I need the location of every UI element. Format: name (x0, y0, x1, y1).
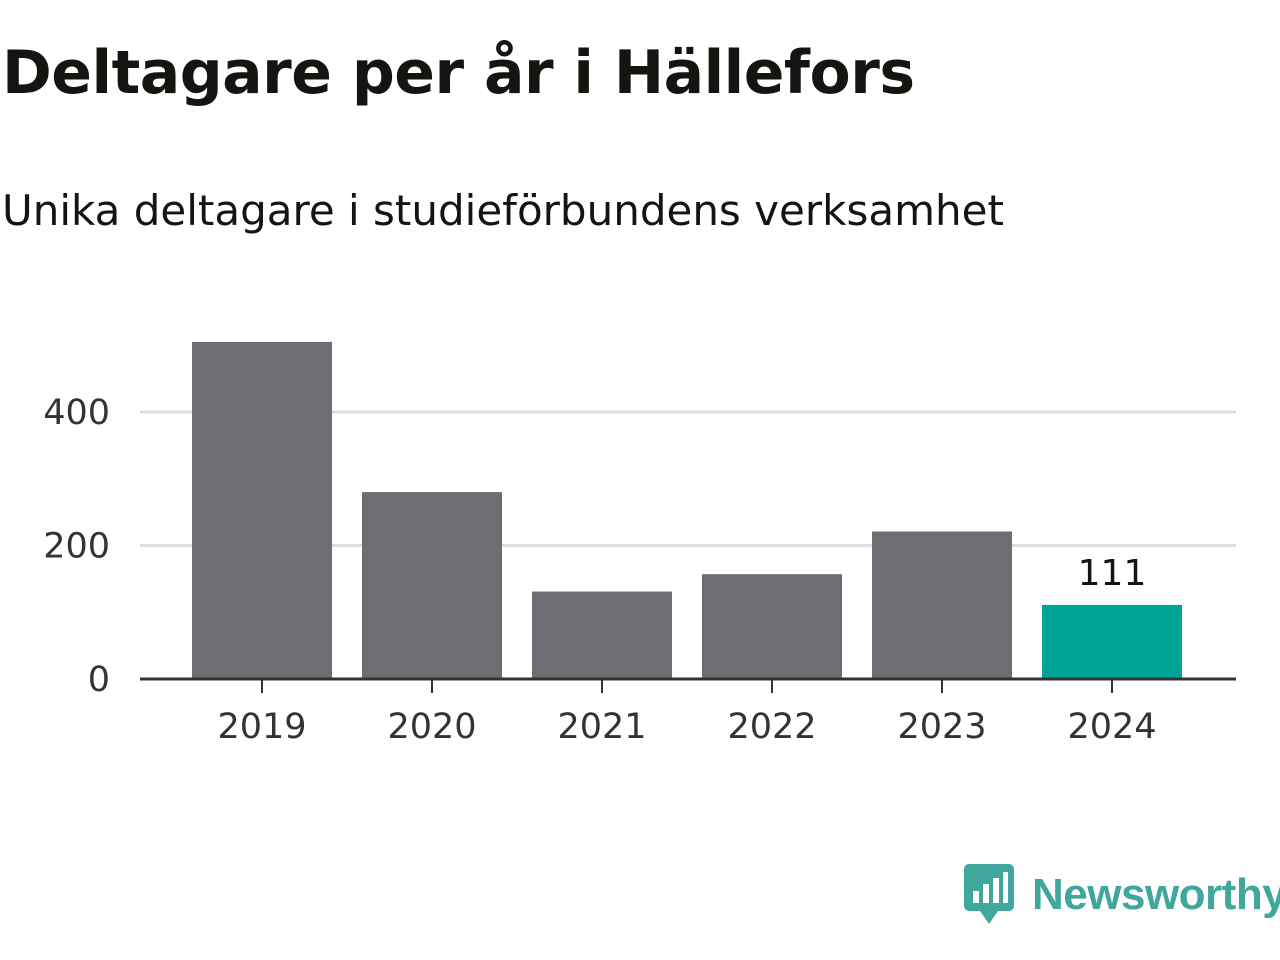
bar-2023 (872, 531, 1012, 679)
x-tick-label: 2024 (1067, 707, 1156, 747)
y-tick-label: 0 (88, 660, 110, 700)
newsworthy-logo: Newsworthy (964, 864, 1280, 926)
bar-2021 (532, 591, 672, 679)
bar-2019 (192, 341, 332, 679)
chart-subtitle: Unika deltagare i studieförbundens verks… (2, 186, 1004, 235)
x-tick-label: 2021 (557, 707, 646, 747)
logo-text: Newsworthy (1032, 870, 1280, 919)
bar-chart-speech-bubble-icon (964, 864, 1014, 924)
bar-2024 (1042, 604, 1182, 679)
x-tick-label: 2019 (217, 707, 306, 747)
y-tick-label: 400 (43, 393, 110, 433)
y-tick-label: 200 (43, 527, 110, 567)
x-tick-label: 2022 (727, 707, 816, 747)
bar-2022 (702, 574, 842, 679)
chart-title: Deltagare per år i Hällefors (2, 38, 915, 108)
x-axis (140, 677, 1236, 693)
bars (192, 341, 1182, 679)
labels: 0 200 400 2019 2020 2021 2022 2023 2024 111 (43, 393, 1156, 747)
data-label: 111 (1078, 553, 1147, 594)
bar-2020 (362, 492, 502, 679)
x-tick-label: 2020 (387, 707, 476, 747)
bar-chart: 0 200 400 2019 2020 2021 2022 2023 2024 111 (43, 341, 1236, 747)
x-tick-label: 2023 (897, 707, 986, 747)
